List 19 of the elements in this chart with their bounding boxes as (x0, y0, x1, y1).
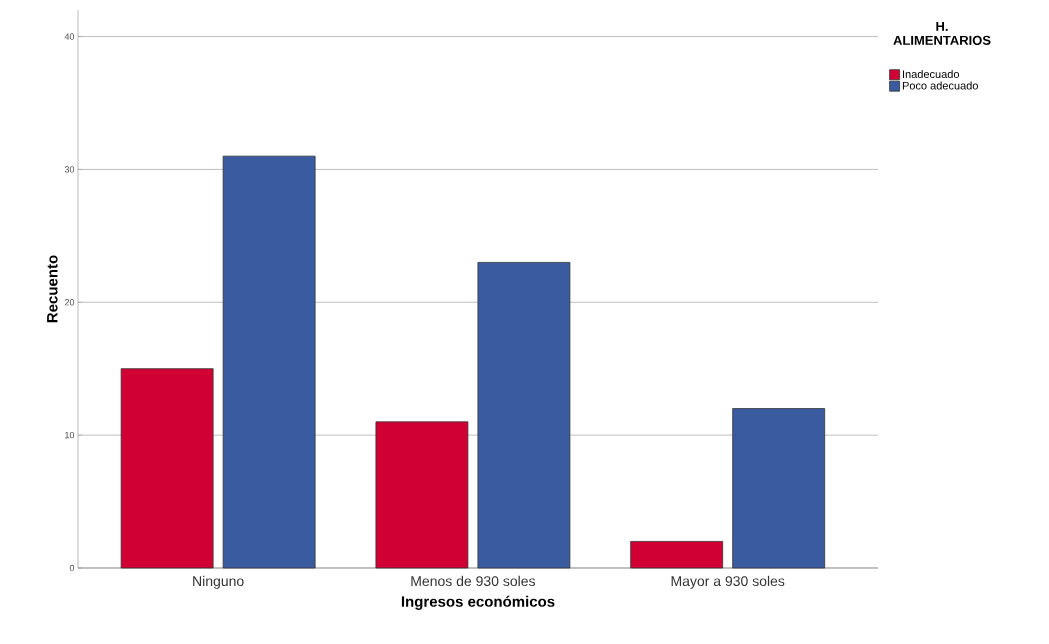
bar (732, 408, 826, 569)
legend-label: Inadecuado (903, 70, 960, 79)
x-axis-title: Ingresos económicos (401, 595, 555, 610)
y-tick-label: 10 (65, 431, 75, 439)
bar (477, 262, 571, 569)
legend-title: H. ALIMENTARIOS (893, 21, 991, 45)
bar (630, 541, 724, 569)
legend-label: Poco adecuado (902, 81, 978, 90)
x-tick-label: Menos de 930 soles (411, 575, 536, 587)
y-tick-label: 20 (64, 299, 75, 306)
bar (375, 421, 469, 569)
x-tick-label: Mayor a 930 soles (671, 575, 785, 589)
bar (120, 368, 214, 569)
y-axis-title: Recuento (47, 255, 58, 323)
x-tick-label: Ninguno (193, 575, 244, 589)
bar (222, 155, 316, 569)
y-tick-label: 0 (69, 564, 75, 572)
y-tick-label: 40 (64, 33, 75, 40)
y-tick-label: 30 (64, 166, 75, 173)
